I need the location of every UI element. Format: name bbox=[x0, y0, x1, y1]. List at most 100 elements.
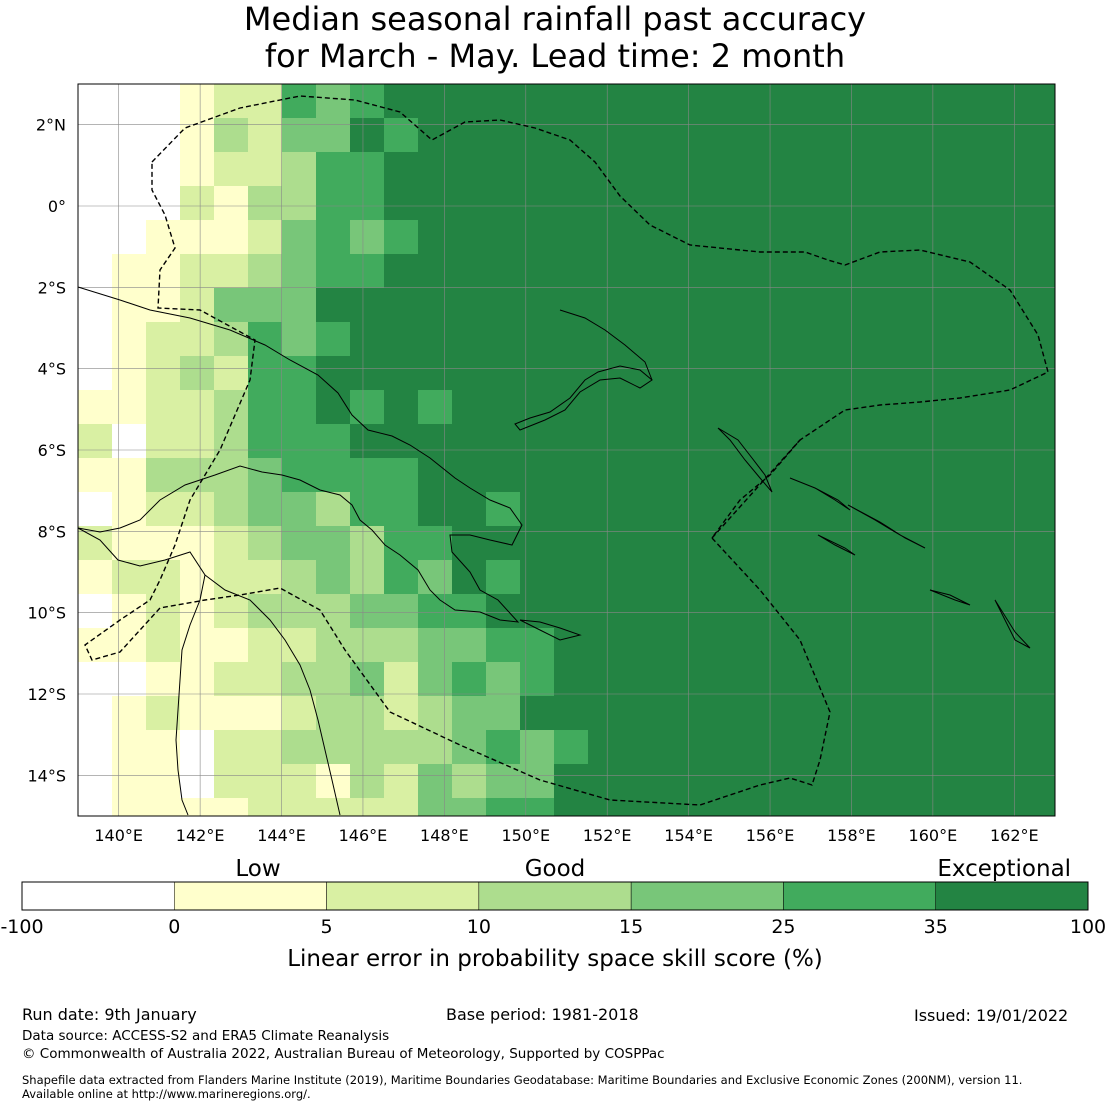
grid-cell bbox=[214, 798, 248, 816]
grid-cell bbox=[146, 424, 180, 458]
grid-cell bbox=[962, 492, 996, 526]
solomon-islands-coast-2 bbox=[847, 504, 926, 549]
grid-cell bbox=[486, 662, 520, 696]
grid-cell bbox=[588, 186, 622, 220]
grid-cell bbox=[724, 594, 758, 628]
grid-cell bbox=[146, 628, 180, 662]
grid-cell bbox=[282, 458, 316, 492]
grid-cell bbox=[1030, 526, 1055, 560]
grid-cell bbox=[826, 764, 860, 798]
grid-cell bbox=[724, 424, 758, 458]
grid-cell bbox=[418, 152, 452, 186]
grid-cell bbox=[928, 764, 962, 798]
longitude-label: 156°E bbox=[746, 826, 795, 845]
grid-cell bbox=[690, 662, 724, 696]
grid-cell bbox=[282, 322, 316, 356]
grid-cell bbox=[656, 118, 690, 152]
grid-cell bbox=[690, 594, 724, 628]
grid-cell bbox=[860, 424, 894, 458]
colorbar-tick-label: 10 bbox=[467, 916, 491, 938]
grid-cell bbox=[146, 560, 180, 594]
grid-cell bbox=[690, 84, 724, 118]
grid-cell bbox=[588, 424, 622, 458]
grid-cell bbox=[1030, 390, 1055, 424]
grid-cell bbox=[282, 764, 316, 798]
grid-cell bbox=[928, 322, 962, 356]
grid-cell bbox=[928, 662, 962, 696]
grid-cell bbox=[384, 288, 418, 322]
grid-cell bbox=[894, 526, 928, 560]
grid-cell bbox=[996, 798, 1030, 816]
grid-cell bbox=[996, 696, 1030, 730]
grid-cell bbox=[112, 152, 146, 186]
grid-cell bbox=[758, 356, 792, 390]
grid-cell bbox=[486, 628, 520, 662]
grid-cell bbox=[860, 730, 894, 764]
grid-cell bbox=[248, 492, 282, 526]
grid-cell bbox=[146, 764, 180, 798]
grid-cell bbox=[860, 798, 894, 816]
grid-cell bbox=[180, 152, 214, 186]
grid-cell bbox=[316, 560, 350, 594]
grid-cell bbox=[962, 356, 996, 390]
grid-cell bbox=[792, 696, 826, 730]
grid-cell bbox=[656, 84, 690, 118]
grid-cell bbox=[520, 492, 554, 526]
grid-cell bbox=[78, 254, 112, 288]
grid-cell bbox=[180, 220, 214, 254]
grid-cell bbox=[724, 84, 758, 118]
grid-cell bbox=[758, 696, 792, 730]
grid-cell bbox=[690, 424, 724, 458]
grid-cell bbox=[826, 798, 860, 816]
grid-cell bbox=[554, 390, 588, 424]
grid-cell bbox=[520, 356, 554, 390]
grid-cell bbox=[962, 764, 996, 798]
grid-cell bbox=[282, 730, 316, 764]
grid-cell bbox=[214, 390, 248, 424]
grid-cell bbox=[758, 730, 792, 764]
grid-cell bbox=[554, 798, 588, 816]
longitude-label: 160°E bbox=[909, 826, 958, 845]
base-period: Base period: 1981-2018 bbox=[446, 1005, 639, 1024]
grid-cell bbox=[520, 662, 554, 696]
grid-cell bbox=[248, 118, 282, 152]
latitude-label: 10°S bbox=[27, 604, 66, 623]
grid-cell bbox=[418, 458, 452, 492]
grid-cell bbox=[1030, 662, 1055, 696]
grid-cell bbox=[452, 186, 486, 220]
title-line-2: for March - May. Lead time: 2 month bbox=[264, 37, 846, 75]
grid-cell bbox=[554, 254, 588, 288]
grid-cell bbox=[758, 322, 792, 356]
grid-cell bbox=[78, 152, 112, 186]
grid-cell bbox=[554, 84, 588, 118]
grid-cell bbox=[1030, 628, 1055, 662]
grid-cell bbox=[520, 152, 554, 186]
grid-cell bbox=[656, 526, 690, 560]
grid-cell bbox=[78, 560, 112, 594]
grid-cell bbox=[520, 322, 554, 356]
grid-cell bbox=[350, 254, 384, 288]
grid-cell bbox=[180, 322, 214, 356]
grid-cell bbox=[1030, 696, 1055, 730]
grid-cell bbox=[996, 526, 1030, 560]
grid-cell bbox=[962, 322, 996, 356]
grid-cell bbox=[894, 594, 928, 628]
grid-cell bbox=[78, 186, 112, 220]
grid-cell bbox=[962, 186, 996, 220]
grid-cell bbox=[792, 84, 826, 118]
grid-cell bbox=[418, 390, 452, 424]
grid-cell bbox=[588, 254, 622, 288]
grid-cell bbox=[316, 662, 350, 696]
grid-cell bbox=[588, 696, 622, 730]
grid-cell bbox=[486, 696, 520, 730]
grid-cell bbox=[418, 492, 452, 526]
grid-cell bbox=[486, 220, 520, 254]
grid-cell bbox=[724, 662, 758, 696]
grid-cell bbox=[894, 254, 928, 288]
grid-cell bbox=[622, 696, 656, 730]
grid-cell bbox=[486, 730, 520, 764]
grid-cell bbox=[112, 798, 146, 816]
grid-cell bbox=[316, 696, 350, 730]
grid-cell bbox=[214, 84, 248, 118]
grid-cell bbox=[248, 424, 282, 458]
